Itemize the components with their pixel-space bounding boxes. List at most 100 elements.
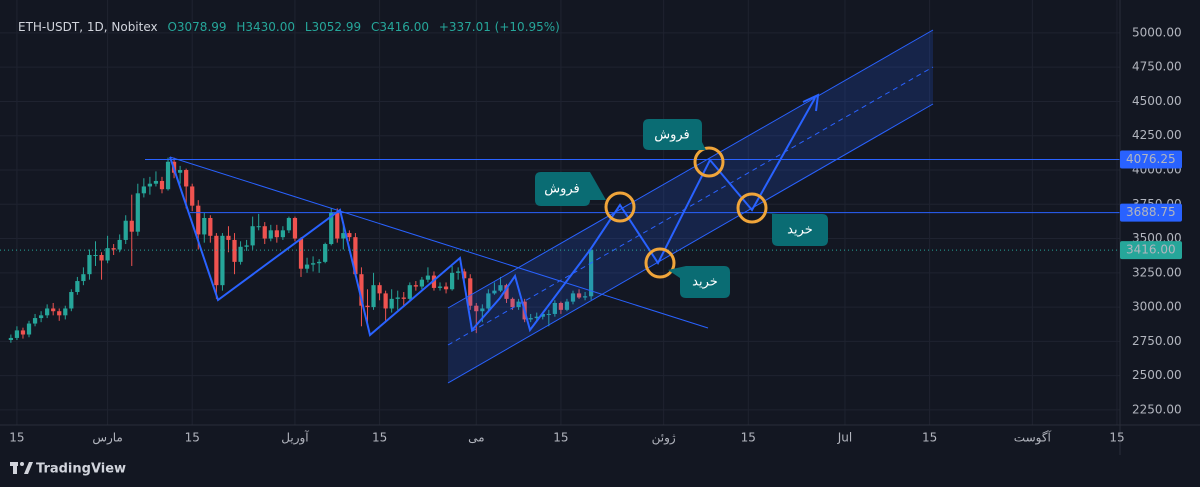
close: C3416.00 xyxy=(371,20,429,34)
candle-body xyxy=(576,293,582,298)
x-tick-label: 15 xyxy=(9,431,24,445)
change: +337.01 (+10.95%) xyxy=(439,20,560,34)
candle-body xyxy=(14,330,20,338)
candle-body xyxy=(87,255,92,275)
x-tick-label: 15 xyxy=(1109,431,1124,445)
candle-body xyxy=(310,263,316,265)
candle-body xyxy=(389,298,394,309)
candle-body xyxy=(558,302,564,310)
brand: TradingView xyxy=(36,462,126,477)
candle-body xyxy=(190,186,195,206)
y-tick-label: 5000.00 xyxy=(1132,25,1182,39)
candle-body xyxy=(111,248,116,250)
callout xyxy=(535,172,606,206)
x-tick-label: 15 xyxy=(553,431,568,445)
candle-body xyxy=(214,235,219,286)
candle-body xyxy=(304,264,310,269)
y-tick-label: 2500.00 xyxy=(1132,368,1182,382)
candle-body xyxy=(540,313,545,317)
candle-body xyxy=(20,330,26,335)
candle-body xyxy=(99,255,104,261)
circle xyxy=(736,192,768,224)
candle-body xyxy=(32,318,38,324)
y-tick-label: 4750.00 xyxy=(1132,60,1182,74)
last-price-label: 3416.00 xyxy=(1126,243,1176,257)
candle-body xyxy=(474,305,479,312)
x-tick-label: می xyxy=(468,431,484,445)
candle-body xyxy=(69,292,74,309)
x-tick-label: مارس xyxy=(92,431,123,446)
candle-body xyxy=(286,217,292,231)
candle-body xyxy=(238,246,243,262)
candle-body xyxy=(147,183,153,187)
level-label: 3688.75 xyxy=(1126,205,1176,219)
candle-body xyxy=(51,308,56,312)
level-label-bg xyxy=(1120,203,1182,222)
candle-body xyxy=(153,180,159,184)
candle-body xyxy=(462,271,467,279)
callout xyxy=(765,213,828,246)
candle-body xyxy=(449,272,455,290)
candle-body xyxy=(165,161,171,190)
candle-body xyxy=(395,297,400,299)
arrow-head xyxy=(802,93,820,112)
candle-body xyxy=(220,235,225,286)
x-tick-label: آگوست xyxy=(1014,430,1052,446)
candle-body xyxy=(341,233,346,239)
candle-body xyxy=(232,239,237,262)
candle-body xyxy=(317,261,322,264)
candle-body xyxy=(75,281,80,293)
logo-part xyxy=(13,462,17,474)
candle-body xyxy=(468,278,473,306)
candle-body xyxy=(552,302,557,314)
brand-logo xyxy=(10,462,33,474)
x-tick-label: 15 xyxy=(185,431,200,445)
candle-body xyxy=(456,271,461,273)
candle-body xyxy=(256,226,261,228)
level-label-bg xyxy=(1120,150,1182,169)
candle-body xyxy=(546,313,551,315)
candle-body xyxy=(123,220,128,240)
price-axis xyxy=(1120,0,1200,455)
candle-body xyxy=(129,220,134,232)
candle-body xyxy=(208,217,213,236)
logo-part xyxy=(24,462,33,474)
x-tick-label: 15 xyxy=(372,431,387,445)
candle-body xyxy=(413,285,418,287)
callout xyxy=(668,266,730,298)
candle-body xyxy=(250,226,255,246)
circle xyxy=(693,146,725,178)
levels xyxy=(0,159,1120,251)
candle-body xyxy=(335,212,340,239)
x-tick-label: ژوئن xyxy=(652,431,676,446)
candle-body xyxy=(383,293,388,309)
candle-body xyxy=(38,315,44,319)
candle-body xyxy=(268,230,273,239)
markers: فروش فروش خرید خرید xyxy=(535,119,828,298)
candle-body xyxy=(8,337,13,340)
candle-body xyxy=(353,237,358,275)
candle-body xyxy=(443,286,449,290)
y-tick-label: 3000.00 xyxy=(1132,300,1182,314)
logo-part xyxy=(20,462,24,466)
axes: 2250.002500.002750.003000.003250.003500.… xyxy=(9,25,1182,446)
candle-body xyxy=(184,170,189,187)
candle-body xyxy=(329,212,334,245)
candle-body xyxy=(582,296,588,298)
candle-body xyxy=(504,285,509,299)
candle-body xyxy=(274,230,279,238)
candle-body xyxy=(280,230,285,238)
channel-mid xyxy=(447,66,934,346)
candle-body xyxy=(419,279,425,287)
candle-body xyxy=(570,293,576,302)
candle-body xyxy=(105,248,110,261)
annotation: فروش xyxy=(544,182,580,197)
x-tick-label: 15 xyxy=(741,431,756,445)
candle-body xyxy=(298,238,304,269)
x-tick-label: Jul xyxy=(837,431,852,445)
annotation: خرید xyxy=(692,275,718,290)
candle-body xyxy=(401,297,406,299)
candle-body xyxy=(202,217,207,235)
y-tick-label: 4500.00 xyxy=(1132,94,1182,108)
